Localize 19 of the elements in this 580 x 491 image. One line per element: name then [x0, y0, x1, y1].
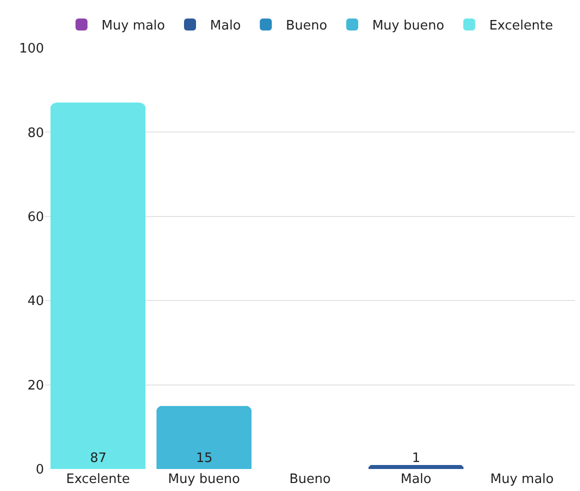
x-tick-label: Excelente [66, 472, 130, 487]
y-tick-label: 20 [27, 378, 44, 394]
legend-label: Muy malo [102, 18, 166, 34]
x-tick-label: Muy malo [490, 472, 554, 487]
data-label: 15 [196, 451, 213, 466]
data-label: 87 [90, 451, 107, 466]
legend-label: Muy bueno [372, 18, 444, 34]
y-tick-label: 100 [19, 42, 44, 57]
legend-label: Malo [210, 18, 241, 34]
y-tick-label: 60 [27, 210, 44, 225]
x-tick-label: Muy bueno [168, 472, 240, 487]
legend-label: Bueno [286, 18, 328, 34]
y-tick-label: 40 [27, 294, 44, 310]
x-tick-label: Malo [400, 472, 432, 487]
x-tick-label: Bueno [289, 472, 331, 487]
y-tick-label: 0 [36, 462, 44, 478]
y-tick-label: 80 [27, 126, 44, 141]
legend-label: Excelente [489, 18, 554, 34]
data-label: 1 [412, 451, 420, 466]
